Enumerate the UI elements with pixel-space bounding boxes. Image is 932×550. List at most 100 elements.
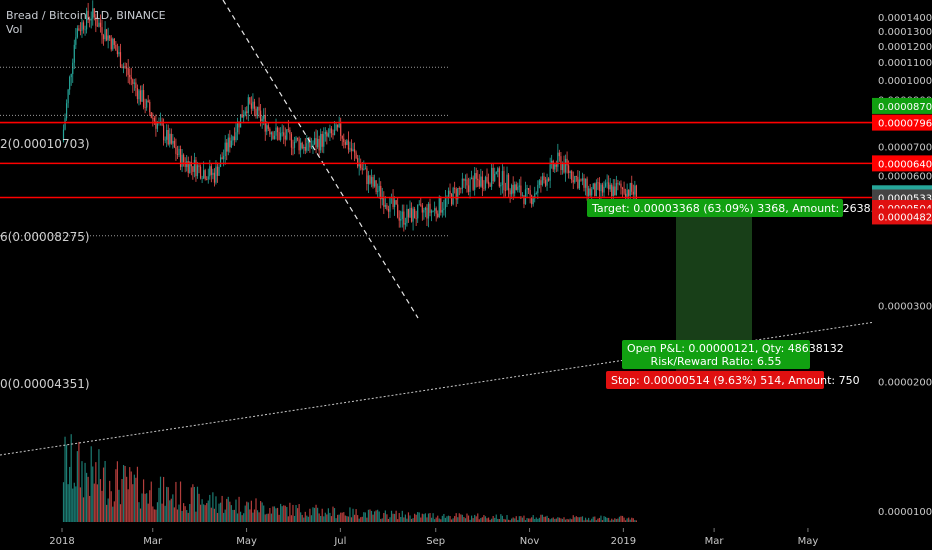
candle-body [389,197,391,212]
price-tag: 0.00006405 [878,159,932,170]
volume-bar [159,476,162,522]
volume-bar [236,513,239,522]
volume-bar [517,520,519,522]
price-axis[interactable] [872,0,932,528]
candle-body [87,10,89,19]
candle-body [79,30,82,32]
volume-bar [577,517,579,522]
candle-body [275,127,277,136]
volume-bar [434,519,436,522]
candle-body [307,137,309,144]
candle-body [363,169,365,171]
volume-bar [551,518,553,522]
candle-body [212,172,214,175]
resistance-trendline[interactable] [222,0,419,319]
candle-body [537,184,539,194]
volume-bar [606,517,608,522]
volume-bar [446,516,448,522]
candle-body [395,200,397,205]
volume-bar [557,517,559,522]
volume-bar [401,510,403,522]
volume-bar [455,513,457,522]
candle-body [301,142,303,149]
stop-label[interactable]: Stop: 0.00000514 (9.63%) 514, Amount: 75… [606,371,860,389]
horizontal-levels[interactable] [0,121,872,199]
candle-body [241,114,243,118]
candle-body [300,142,302,151]
pnl-label[interactable]: Open P&L: 0.00000121, Qty: 48638132 Risk… [622,340,844,369]
candle-body [471,177,473,180]
volume-bar [420,517,422,522]
volume-bar [543,516,545,522]
candle-body [82,22,85,30]
volume-bar [595,520,597,522]
volume-bar [494,517,496,522]
candle-body [133,82,135,84]
candle-body [260,110,262,122]
candle-body [503,171,505,191]
candle-body [121,67,123,69]
volume-bar [554,518,556,522]
candle-body [176,153,179,155]
candle-body [210,166,212,175]
volume-bar [212,492,214,522]
volume-bar [620,515,622,522]
candle-body [136,87,139,100]
candle-body [372,177,374,187]
candle-body [69,77,71,90]
volume-bar [444,517,447,522]
volume-bar [568,519,570,522]
volume-bar [133,474,135,522]
volume-bar [99,479,102,522]
volume-bar [424,513,426,522]
candle-body [258,106,260,111]
candle-body [531,195,533,205]
volume-bar [475,516,477,522]
candle-body [409,207,411,218]
candle-body [552,160,554,170]
volume-bar [121,478,123,522]
candle-body [450,193,453,205]
candle-body [455,188,457,200]
candle-body [549,164,551,181]
volume-bar [146,493,148,522]
volume-bar [397,519,399,522]
volume-bar [82,497,85,522]
candle-body [355,152,357,159]
volume-bar [338,514,340,522]
target-zone[interactable] [676,216,752,345]
volume-bar [618,516,621,522]
volume-bar [632,518,634,522]
volume-bar [106,504,108,522]
svg-text:Open P&L: 0.00000121, Qty: 486: Open P&L: 0.00000121, Qty: 48638132 [627,342,844,355]
candle-body [324,131,326,135]
candle-body [207,176,209,180]
volume-bar [309,508,311,522]
volume-bar [70,434,72,522]
candle-body [417,205,419,219]
volume-bar [161,503,163,522]
candle-body [273,135,276,139]
candle-body [284,135,286,140]
volume-bar [609,520,611,522]
volume-bar [531,517,533,522]
volume-bar [280,503,282,522]
volume-bar [176,509,179,522]
candle-body [192,166,194,172]
candle-body [293,141,296,148]
volume-bar [452,518,454,522]
candle-body [236,121,239,133]
volume-bar [166,486,168,522]
candle-body [149,101,151,113]
candle-body [377,191,379,193]
fib-levels[interactable] [0,66,450,237]
price-tag: 0.00004824 [878,212,932,223]
target-label[interactable]: Target: 0.00003368 (63.09%) 3368, Amount… [587,199,888,217]
candle-body [178,148,180,155]
candle-body [179,148,182,167]
candle-body [78,28,80,31]
volume-bar [307,516,309,522]
